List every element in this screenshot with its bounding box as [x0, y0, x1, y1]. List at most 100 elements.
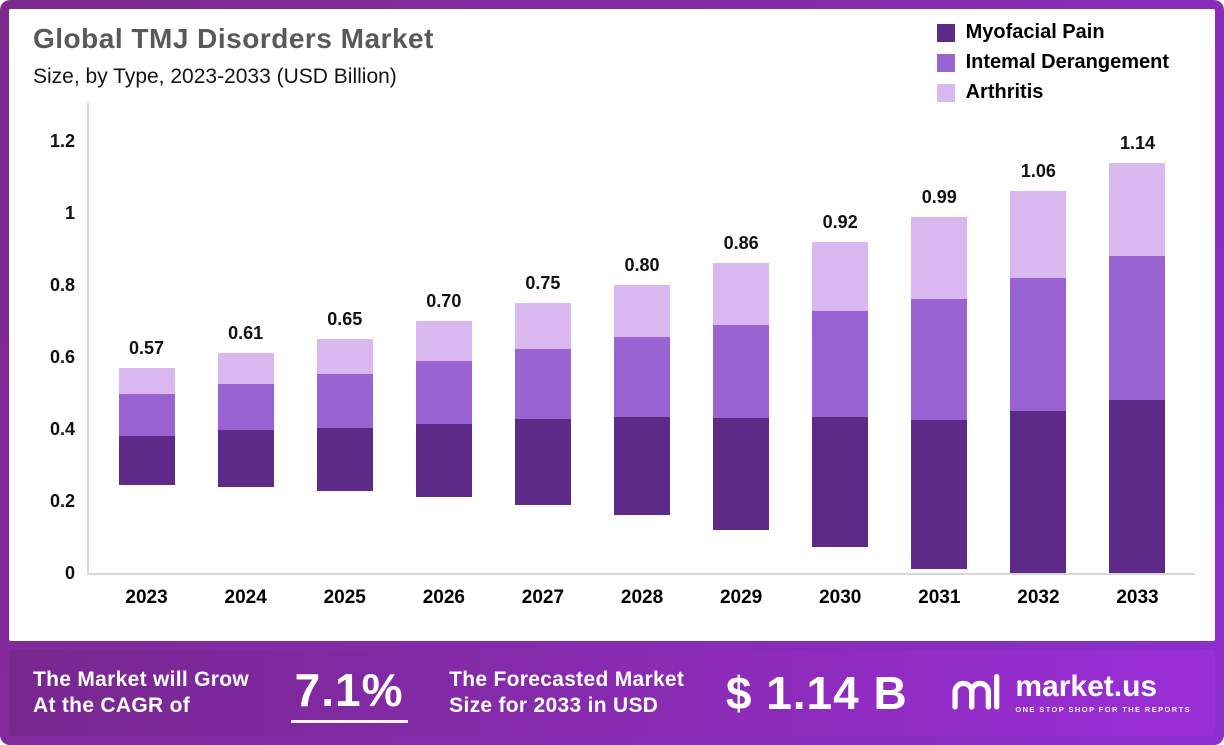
bar-segment-arthritis — [1109, 162, 1166, 257]
bar-segment-myofacial-pain — [415, 424, 472, 498]
page-title: Global TMJ Disorders Market — [33, 23, 434, 54]
bar-segment-myofacial-pain — [316, 427, 373, 492]
bar-value-label: 0.70 — [426, 291, 462, 311]
cagr-text-line1: The Market will Grow — [33, 667, 250, 691]
x-axis-label: 2025 — [323, 587, 366, 608]
bar-value-label: 0.61 — [228, 323, 264, 344]
bar-segment-arthritis — [415, 321, 472, 362]
bar-segment-arthritis — [911, 216, 968, 299]
bar-stack — [217, 353, 274, 573]
legend: Myofacial Pain Intemal Derangement Arthrit… — [936, 21, 1169, 104]
bar-value-label: 0.80 — [624, 255, 660, 275]
legend-item: Arthritis — [936, 81, 1169, 104]
cagr-text: The Market will Grow At the CAGR of — [33, 667, 249, 720]
bar-segment-arthritis — [316, 339, 373, 375]
x-axis-label: 2023 — [125, 587, 168, 608]
bar-stack — [812, 241, 869, 573]
bar-stack — [316, 339, 373, 573]
legend-item: Intemal Derangement — [936, 51, 1169, 74]
market-us-logo: market.us ONE STOP SHOP FOR THE REPORTS — [949, 668, 1191, 719]
bar-value-label: 0.57 — [129, 337, 165, 358]
bar-segment-arthritis — [118, 367, 175, 395]
bar-segment-arthritis — [217, 353, 274, 385]
y-tick-label: 1 — [64, 203, 75, 223]
bar-segment-myofacial-pain — [713, 418, 770, 530]
bar-segment-myofacial-pain — [1109, 400, 1166, 573]
bar-value-label: 1.06 — [1020, 161, 1056, 182]
bar-group: 0.92 — [791, 103, 890, 573]
bar-segment-myofacial-pain — [614, 417, 671, 516]
y-tick-label: 0 — [64, 563, 75, 583]
x-axis-label: 2029 — [719, 587, 763, 608]
brand-text: market.us ONE STOP SHOP FOR THE REPORTS — [1015, 672, 1191, 714]
bar-group: 0.80 — [592, 103, 691, 573]
footer-banner: The Market will Grow At the CAGR of 7.1%… — [9, 650, 1215, 736]
bar-segment-arthritis — [514, 303, 571, 349]
bar-value-label: 0.99 — [921, 186, 957, 207]
bar-segment-myofacial-pain — [118, 435, 175, 485]
bar-value-label: 0.65 — [327, 309, 363, 329]
bar-segment-myofacial-pain — [812, 417, 869, 547]
bar-segment-intemal-derangement — [118, 394, 175, 436]
y-tick-label: 0.4 — [49, 419, 75, 439]
legend-swatch — [936, 53, 955, 72]
y-tick-label: 0.6 — [49, 347, 75, 367]
bar-segment-intemal-derangement — [1109, 256, 1166, 401]
bar-group: 0.75 — [493, 103, 592, 573]
bar-group: 1.06 — [989, 103, 1088, 574]
bar-stack — [911, 216, 968, 573]
forecast-text-line2: Size for 2033 in USD — [449, 694, 659, 717]
forecast-text-line1: The Forecasted Market — [449, 667, 685, 691]
cagr-text-line2: At the CAGR of — [33, 694, 191, 717]
bar-segment-myofacial-pain — [514, 419, 571, 506]
bar-group: 0.99 — [890, 103, 989, 573]
chart-panel: Global TMJ Disorders Market Size, by Typ… — [9, 9, 1215, 641]
x-axis-label: 2028 — [620, 587, 664, 608]
bar-group: 0.57 — [97, 103, 196, 573]
bar-group: 1.14 — [1088, 103, 1187, 573]
bar-segment-arthritis — [614, 285, 671, 337]
bar-segment-intemal-derangement — [812, 311, 869, 418]
y-tick-label: 0.8 — [49, 275, 75, 295]
legend-item: Myofacial Pain — [936, 21, 1169, 44]
bar-segment-myofacial-pain — [1010, 411, 1067, 574]
y-axis-labels: 0 0.2 0.4 0.6 0.8 1 1.2 — [25, 103, 87, 583]
forecast-text: The Forecasted Market Size for 2033 in U… — [449, 667, 684, 720]
bar-group: 0.70 — [394, 103, 493, 573]
plot-area: 0.57 0.61 0.65 0.70 0.75 0.80 0.86 0.92 0.99 1.06… — [87, 103, 1195, 575]
bar-stack — [713, 263, 770, 573]
x-axis-label: 2027 — [521, 587, 565, 608]
page-subtitle: Size, by Type, 2023-2033 (USD Billion) — [33, 65, 397, 88]
legend-label: Intemal Derangement — [965, 51, 1169, 73]
bar-segment-intemal-derangement — [1010, 277, 1067, 412]
bar-segment-intemal-derangement — [217, 384, 274, 431]
bar-segment-intemal-derangement — [415, 361, 472, 425]
chart-header: Global TMJ Disorders Market Size, by Typ… — [9, 9, 1215, 103]
bar-segment-myofacial-pain — [911, 419, 968, 570]
x-axis-label: 2032 — [1017, 587, 1060, 608]
legend-label: Myofacial Pain — [965, 21, 1105, 43]
bar-stack — [514, 303, 571, 573]
bar-stack — [1109, 162, 1166, 573]
bar-stack — [118, 367, 175, 573]
market-us-logo-icon — [949, 668, 1005, 719]
forecast-value: $ 1.14 B — [725, 667, 908, 719]
legend-label: Arthritis — [965, 81, 1044, 103]
bar-stack — [614, 285, 671, 573]
bar-stack — [415, 321, 472, 573]
bar-segment-arthritis — [713, 263, 770, 326]
bar-stack — [1010, 191, 1067, 574]
bar-segment-intemal-derangement — [911, 298, 968, 420]
legend-swatch — [936, 23, 955, 42]
bar-value-label: 0.75 — [525, 273, 561, 293]
x-axis-label: 2030 — [819, 587, 862, 608]
brand-name: market.us — [1015, 670, 1158, 704]
bar-group: 0.86 — [692, 103, 791, 573]
brand-tagline: ONE STOP SHOP FOR THE REPORTS — [1015, 705, 1191, 715]
x-axis-label: 2033 — [1116, 587, 1159, 608]
bar-value-label: 0.86 — [723, 233, 759, 254]
y-tick-label: 0.2 — [49, 491, 75, 511]
bars-row: 0.57 0.61 0.65 0.70 0.75 0.80 0.86 0.92 0.99 1.06… — [89, 103, 1195, 574]
bar-group: 0.61 — [196, 103, 295, 573]
